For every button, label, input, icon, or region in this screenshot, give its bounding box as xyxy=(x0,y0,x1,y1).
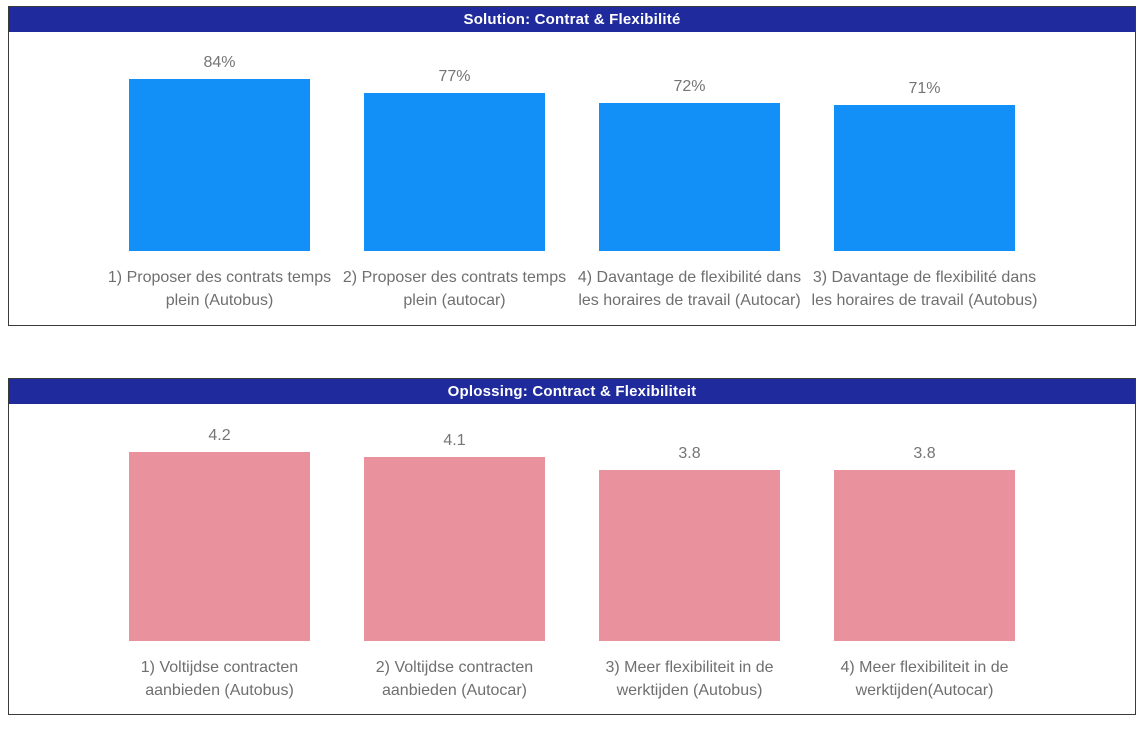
bar-category-label: 2) Proposer des contrats temps plein (au… xyxy=(342,269,567,309)
bar-category-label: 4) Davantage de flexibilité dans les hor… xyxy=(577,269,802,309)
bar-column: 4.2 1) Voltijdse contracten aanbieden (Au… xyxy=(102,424,337,702)
bar xyxy=(599,103,780,251)
bar-value-label: 3.8 xyxy=(678,445,701,462)
chart-panel-oplossing: Oplossing: Contract & Flexibiliteit 4.2 1… xyxy=(8,378,1136,715)
plot-area: 77% xyxy=(337,51,572,251)
bar xyxy=(834,470,1015,641)
bar-column: 84% 1) Proposer des contrats temps plein … xyxy=(102,51,337,312)
bar-value-label: 72% xyxy=(673,78,706,96)
bar-column: 3.8 4) Meer flexibiliteit in de werktijde… xyxy=(807,424,1042,702)
bar-category-label: 2) Voltijdse contracten aanbieden (Autoc… xyxy=(375,659,534,699)
bar-category-label: 1) Voltijdse contracten aanbieden (Autob… xyxy=(140,659,299,699)
bar-value-label: 4.1 xyxy=(443,431,466,449)
chart-title-oplossing: Oplossing: Contract & Flexibiliteit xyxy=(9,379,1135,404)
chart-title-solution: Solution: Contrat & Flexibilité xyxy=(9,7,1135,32)
bar-column: 3.8 3) Meer flexibiliteit in de werktijde… xyxy=(572,424,807,702)
bar-category-label: 4) Meer flexibiliteit in de werktijden(A… xyxy=(840,659,1009,699)
bar-category-label: 1) Proposer des contrats temps plein (Au… xyxy=(107,269,332,309)
plot-area: 72% xyxy=(572,51,807,251)
plot-area: 71% xyxy=(807,51,1042,251)
bar-column: 71% 3) Davantage de flexibilité dans les … xyxy=(807,51,1042,312)
bar-column: 77% 2) Proposer des contrats temps plein … xyxy=(337,51,572,312)
bar xyxy=(129,78,310,251)
bar-category-label: 3) Davantage de flexibilité dans les hor… xyxy=(811,269,1038,309)
bar-column: 4.1 2) Voltijdse contracten aanbieden (Au… xyxy=(337,424,572,702)
bar xyxy=(834,105,1015,251)
bar xyxy=(129,452,310,641)
bar-value-label: 3.8 xyxy=(913,445,936,462)
plot-area: 4.2 xyxy=(102,424,337,641)
bar-chart-solution: 84% 1) Proposer des contrats temps plein … xyxy=(9,32,1135,325)
plot-area: 3.8 xyxy=(572,424,807,641)
bar xyxy=(364,93,545,251)
bar-value-label: 71% xyxy=(908,80,941,98)
bar-value-label: 77% xyxy=(438,68,471,86)
bar-chart-oplossing: 4.2 1) Voltijdse contracten aanbieden (Au… xyxy=(9,404,1135,714)
bar-value-label: 84% xyxy=(203,53,236,71)
plot-area: 84% xyxy=(102,51,337,251)
bar-category-label: 3) Meer flexibiliteit in de werktijden (… xyxy=(605,659,774,699)
bar xyxy=(364,456,545,641)
plot-area: 4.1 xyxy=(337,424,572,641)
bar-value-label: 4.2 xyxy=(208,427,231,444)
chart-panel-solution: Solution: Contrat & Flexibilité 84% 1) Pr… xyxy=(8,6,1136,326)
bar-column: 72% 4) Davantage de flexibilité dans les … xyxy=(572,51,807,312)
bar xyxy=(599,470,780,641)
plot-area: 3.8 xyxy=(807,424,1042,641)
